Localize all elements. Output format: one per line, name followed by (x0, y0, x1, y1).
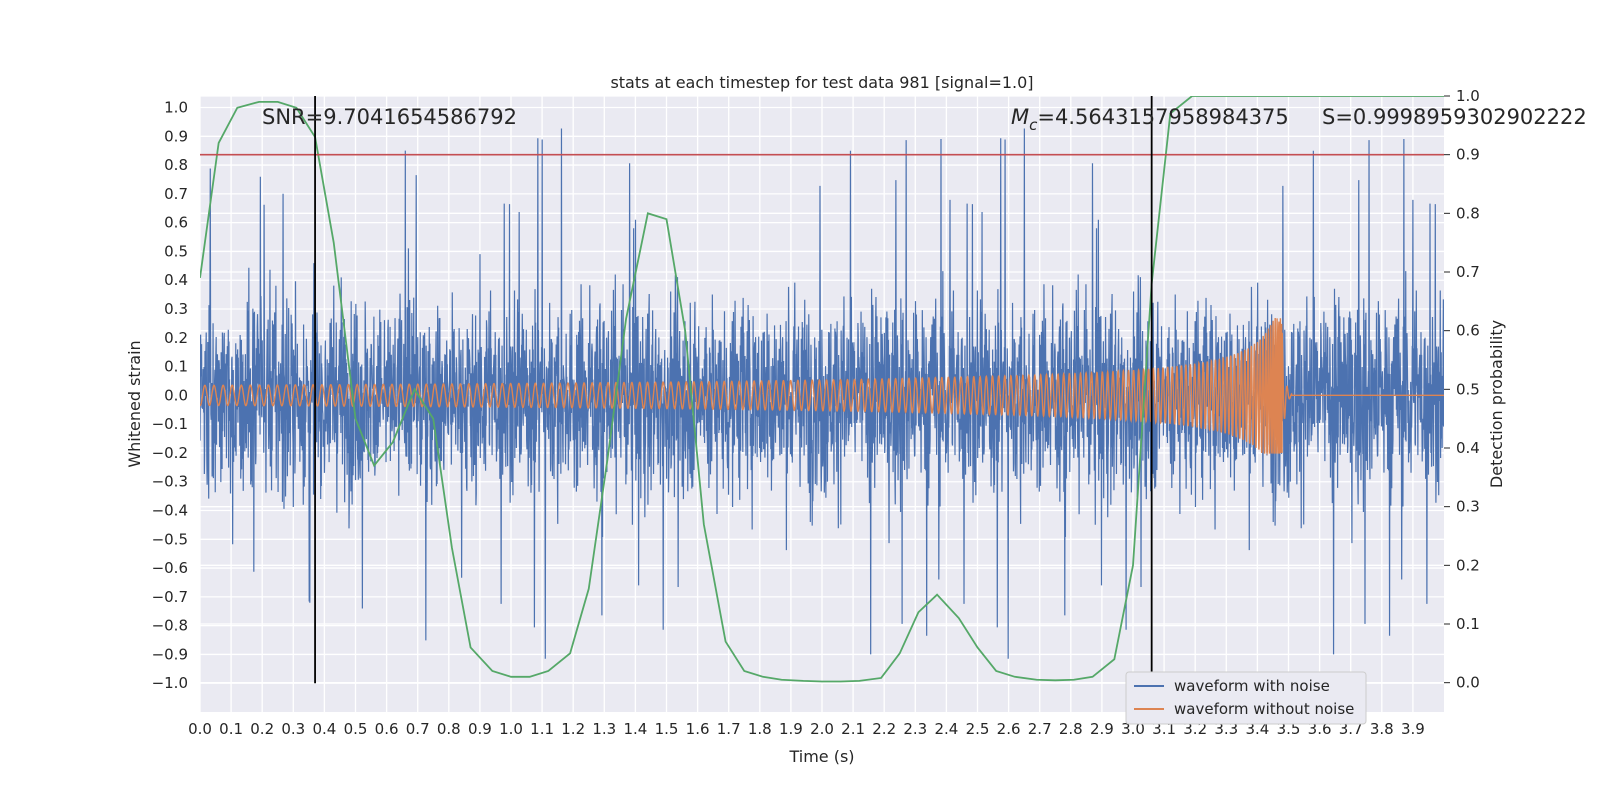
annotation-chirp-mass-symbol: M (1011, 105, 1029, 129)
y-tick-label: −0.9 (152, 645, 188, 663)
x-tick-label: 0.0 (188, 720, 212, 738)
annotation-score: S=0.9998959302902222 (1322, 105, 1587, 129)
annotation-chirp-mass: Mc=4.5643157958984375 (1011, 105, 1289, 134)
y2-tick-label: 0.6 (1456, 322, 1480, 340)
y2-axis-label: Detection probability (1487, 320, 1506, 488)
y2-tick-label: 0.8 (1456, 204, 1480, 222)
chart-title: stats at each timestep for test data 981… (610, 73, 1033, 92)
series-waveform-without-noise (200, 318, 1444, 456)
x-tick-label: 1.3 (592, 720, 616, 738)
x-tick-label: 1.8 (748, 720, 772, 738)
x-tick-label: 3.9 (1401, 720, 1425, 738)
annotation-snr: SNR=9.7041654586792 (262, 105, 517, 129)
legend-label-clean: waveform without noise (1174, 700, 1354, 718)
y-tick-label: 0.8 (164, 156, 188, 174)
x-tick-label: 0.8 (437, 720, 461, 738)
x-tick-label: 2.9 (1090, 720, 1114, 738)
y-tick-label: 0.1 (164, 358, 188, 376)
y2-tick-label: 0.7 (1456, 263, 1480, 281)
y-tick-label: 0.7 (164, 185, 188, 203)
x-axis-label: Time (s) (788, 747, 854, 766)
x-tick-label: 0.5 (344, 720, 368, 738)
clean-waveform-line (200, 318, 1444, 456)
x-tick-label: 1.0 (499, 720, 523, 738)
event-markers (314, 96, 1153, 684)
x-tick-label: 1.9 (779, 720, 803, 738)
y2-tick-label: 0.9 (1456, 146, 1480, 164)
y2-tick-label: 0.5 (1456, 380, 1480, 398)
x-tick-label: 2.4 (934, 720, 958, 738)
series-detection-probability (200, 96, 1444, 683)
y2-tick-labels: 1.0 0.9 0.8 0.7 0.6 0.5 0.4 0.3 0.2 0.1 0.0 (1444, 87, 1480, 692)
x-tick-label: 0.3 (281, 720, 305, 738)
y-tick-label: 0.0 (164, 386, 188, 404)
y-tick-label: −0.1 (152, 415, 188, 433)
x-tick-label: 1.5 (655, 720, 679, 738)
x-tick-label: 1.1 (530, 720, 554, 738)
y-axis-label: Whitened strain (125, 340, 144, 467)
y2-tick-label: 1.0 (1456, 87, 1480, 105)
annotation-chirp-mass-subscript: c (1029, 116, 1038, 134)
x-tick-label: 2.1 (841, 720, 865, 738)
y-tick-label: −0.7 (152, 588, 188, 606)
legend: waveform with noise waveform without noi… (1125, 671, 1367, 725)
y-tick-label: 0.9 (164, 127, 188, 145)
x-tick-label: 0.6 (375, 720, 399, 738)
y-tick-label: 0.3 (164, 300, 188, 318)
y-tick-label: −1.0 (152, 674, 188, 692)
y-tick-label: 0.2 (164, 329, 188, 347)
y-tick-label: −0.2 (152, 444, 188, 462)
x-tick-label: 2.0 (810, 720, 834, 738)
y-tick-label: −0.5 (152, 530, 188, 548)
x-tick-label: 2.3 (903, 720, 927, 738)
x-tick-label: 3.8 (1370, 720, 1394, 738)
x-tick-label: 0.4 (312, 720, 336, 738)
legend-label-noise: waveform with noise (1174, 677, 1330, 695)
x-tick-label: 2.8 (1059, 720, 1083, 738)
y-tick-label: 1.0 (164, 99, 188, 117)
noise-waveform-line (200, 128, 1444, 659)
series-waveform-with-noise (200, 128, 1444, 659)
probability-line (200, 96, 1444, 683)
x-tick-label: 0.7 (406, 720, 430, 738)
y2-tick-label: 0.4 (1456, 439, 1480, 457)
y-tick-label: −0.8 (152, 617, 188, 635)
y-tick-label: −0.4 (152, 502, 188, 520)
y2-tick-label: 0.3 (1456, 498, 1480, 516)
y2-tick-label: 0.0 (1456, 674, 1480, 692)
y-tick-label: 0.4 (164, 271, 188, 289)
y-tick-label: −0.3 (152, 473, 188, 491)
x-tick-label: 1.4 (623, 720, 647, 738)
annotation-chirp-mass-value: =4.5643157958984375 (1037, 105, 1288, 129)
legend-box (1125, 671, 1367, 725)
x-tick-label: 1.7 (717, 720, 741, 738)
y-tick-label: 0.5 (164, 242, 188, 260)
y2-tick-label: 0.2 (1456, 556, 1480, 574)
y-tick-label: 0.6 (164, 214, 188, 232)
x-tick-label: 0.9 (468, 720, 492, 738)
x-tick-label: 2.7 (1028, 720, 1052, 738)
y-tick-labels: 1.0 0.9 0.8 0.7 0.6 0.5 0.4 0.3 0.2 0.1 0.0 −0.1 −0.… (152, 99, 188, 693)
x-tick-label: 1.6 (686, 720, 710, 738)
x-tick-label: 0.1 (219, 720, 243, 738)
x-tick-label: 2.6 (997, 720, 1021, 738)
y-tick-label: −0.6 (152, 559, 188, 577)
y2-tick-label: 0.1 (1456, 615, 1480, 633)
x-tick-label: 1.2 (561, 720, 585, 738)
x-tick-label: 0.2 (250, 720, 274, 738)
x-tick-label: 2.2 (872, 720, 896, 738)
x-tick-label: 2.5 (966, 720, 990, 738)
